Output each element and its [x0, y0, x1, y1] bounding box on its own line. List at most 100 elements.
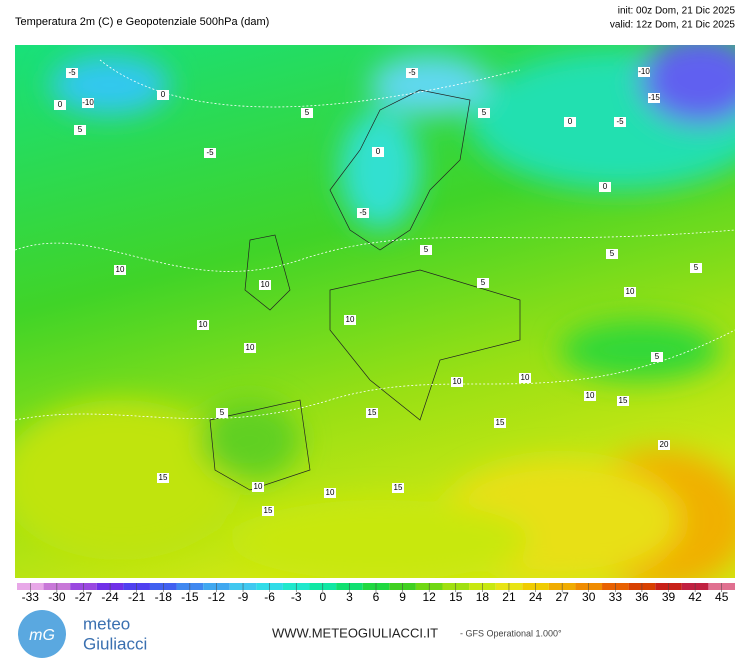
contour-label-box: [614, 117, 626, 127]
contour-label-box: [372, 147, 384, 157]
contour-label-box: [157, 90, 169, 100]
contour-label-box: [262, 506, 274, 516]
colorbar-label: 45: [715, 590, 729, 604]
contour-label: 5: [78, 125, 83, 134]
colorbar-label: 18: [476, 590, 490, 604]
contour-label: 15: [264, 506, 273, 515]
contour-label-box: [584, 391, 596, 401]
contour-label: 15: [496, 418, 505, 427]
contour-label: 10: [261, 280, 270, 289]
contour-label: 0: [376, 147, 381, 156]
contour-label: 5: [694, 263, 699, 272]
contour-label: 5: [220, 408, 225, 417]
colorbar-label: -9: [238, 590, 249, 604]
colorbar-label: -21: [128, 590, 146, 604]
colorbar-label: 0: [319, 590, 326, 604]
colorbar-label: 12: [423, 590, 437, 604]
contour-label: 10: [199, 320, 208, 329]
contour-label: -5: [359, 208, 367, 217]
colorbar-label: -3: [291, 590, 302, 604]
contour-label-box: [451, 377, 463, 387]
contour-label-box: [157, 473, 169, 483]
contour-label: 15: [619, 396, 628, 405]
contour-label: 0: [568, 117, 573, 126]
contour-label-box: [651, 352, 663, 362]
contour-label: 15: [368, 408, 377, 417]
contour-label-box: [406, 68, 418, 78]
contour-label: 10: [346, 315, 355, 324]
colorbar-label: -12: [208, 590, 226, 604]
colorbar-label: 39: [662, 590, 676, 604]
contour-label: 20: [660, 440, 669, 449]
contour-label-box: [690, 263, 702, 273]
map: [15, 45, 735, 578]
colorbar-label: -18: [155, 590, 173, 604]
contour-label: 5: [655, 352, 660, 361]
logo: mG: [18, 610, 66, 658]
contour-label-box: [197, 320, 209, 330]
contour-label-box: [519, 373, 531, 383]
contour-label: -15: [648, 93, 660, 102]
logo-text: Giuliacci: [83, 634, 147, 653]
contour-label-box: [648, 93, 660, 103]
contour-label-box: [624, 287, 636, 297]
title: Temperatura 2m (C) e Geopotenziale 500hP…: [15, 16, 269, 28]
contour-label: 10: [453, 377, 462, 386]
contour-label: 15: [159, 473, 168, 482]
colorbar-label: -24: [101, 590, 119, 604]
contour-label: 0: [161, 90, 166, 99]
contour-label-box: [494, 418, 506, 428]
contour-label-box: [392, 483, 404, 493]
contour-label-box: [344, 315, 356, 325]
colorbar-label: 21: [502, 590, 516, 604]
contour-label-box: [420, 245, 432, 255]
contour-label-box: [252, 482, 264, 492]
contour-label-box: [324, 488, 336, 498]
contour-label-box: [599, 182, 611, 192]
contour-label-box: [54, 100, 66, 110]
init-time: init: 00z Dom, 21 Dic 2025: [618, 6, 736, 17]
contour-label: 5: [424, 245, 429, 254]
contour-label: 5: [481, 278, 486, 287]
contour-label: 0: [58, 100, 63, 109]
contour-label: 10: [521, 373, 530, 382]
colorbar-label: 27: [555, 590, 569, 604]
contour-label-box: [204, 148, 216, 158]
logo-text: meteo: [83, 614, 130, 633]
contour-label: 10: [254, 482, 263, 491]
colorbar-label: -27: [75, 590, 93, 604]
contour-label: -5: [206, 148, 214, 157]
valid-time: valid: 12z Dom, 21 Dic 2025: [610, 20, 736, 31]
contour-label: 10: [326, 488, 335, 497]
contour-label: -10: [638, 67, 650, 76]
contour-label-box: [357, 208, 369, 218]
colorbar-label: 9: [399, 590, 406, 604]
contour-label-box: [259, 280, 271, 290]
contour-label-box: [244, 343, 256, 353]
contour-label-box: [301, 108, 313, 118]
contour-label-box: [606, 249, 618, 259]
contour-label: 10: [116, 265, 125, 274]
colorbar-label: 42: [688, 590, 702, 604]
colorbar-label: -33: [22, 590, 40, 604]
colorbar-label: 33: [609, 590, 623, 604]
svg-text:mG: mG: [29, 627, 55, 644]
contour-label-box: [216, 408, 228, 418]
colorbar-label: -15: [181, 590, 199, 604]
colorbar-label: 36: [635, 590, 649, 604]
contour-label: 15: [394, 483, 403, 492]
colorbar-label: 30: [582, 590, 596, 604]
model-name: - GFS Operational 1.000°: [460, 628, 562, 638]
colorbar-label: 24: [529, 590, 543, 604]
contour-label-box: [477, 278, 489, 288]
colorbar-label: 3: [346, 590, 353, 604]
contour-label-box: [617, 396, 629, 406]
contour-label-box: [74, 125, 86, 135]
contour-label-box: [658, 440, 670, 450]
contour-label: 5: [482, 108, 487, 117]
contour-label-box: [478, 108, 490, 118]
contour-label-box: [638, 67, 650, 77]
colorbar-label: -30: [48, 590, 66, 604]
colorbar-label: 6: [373, 590, 380, 604]
